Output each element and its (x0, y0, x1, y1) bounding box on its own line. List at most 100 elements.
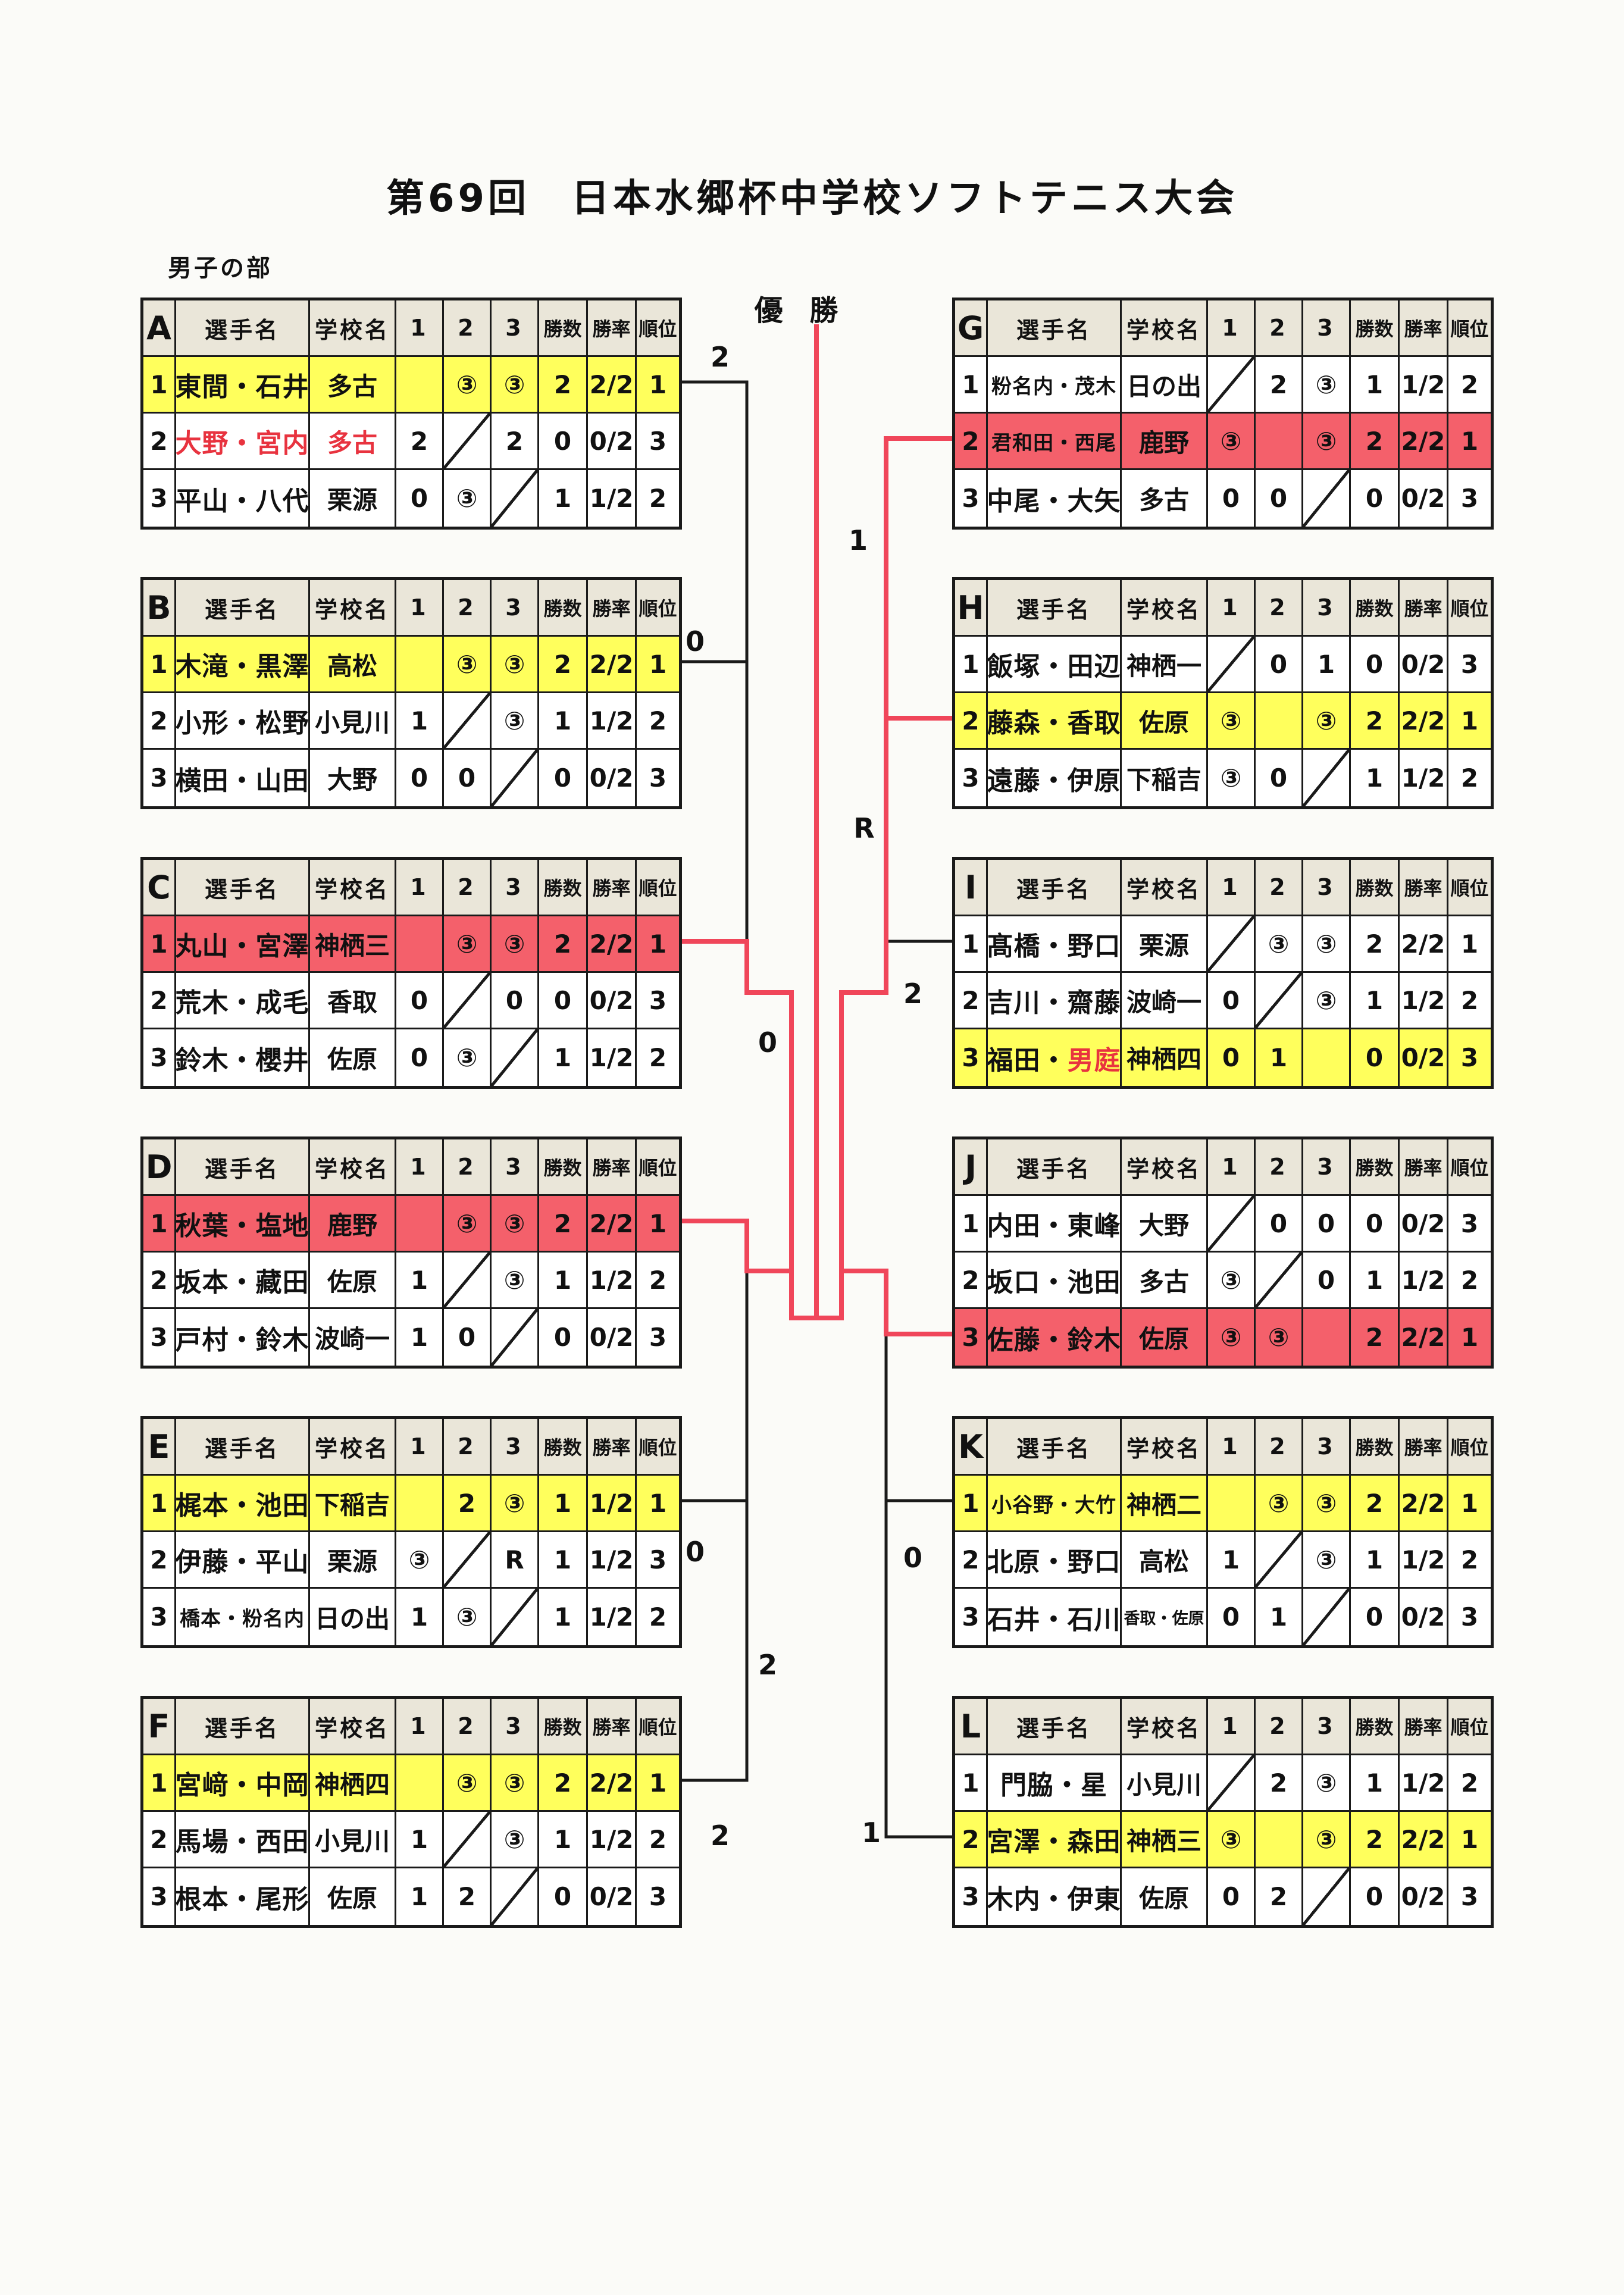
school-name: 栗源 (1122, 916, 1208, 973)
table-row: 3 遠藤・伊原 下稲吉 ③ 0 1 1/2 2 (955, 750, 1491, 806)
match-score-3: ③ (492, 357, 539, 414)
rate-value: 1/2 (1400, 750, 1448, 806)
wins-value: 2 (539, 357, 588, 414)
division-label: 男子の部 (168, 255, 273, 282)
wins-header: 勝数 (539, 1139, 588, 1196)
group-letter: F (143, 1699, 176, 1755)
players-name: 鈴木・櫻井 (176, 1029, 310, 1086)
row-number: 3 (143, 1029, 176, 1086)
table-row: 2 坂口・池田 多古 ③ 0 1 1/2 2 (955, 1253, 1491, 1309)
group-A-table: A 選手名 学校名 1 2 3 勝数 勝率 順位 1 東間・石井 多古 ③ ③ 2 2/2 1 2 大野・宮内 多古 2… (140, 298, 682, 530)
rank-value: 1 (637, 1755, 679, 1812)
rank-value: 2 (649, 484, 667, 513)
rate-value: 2/2 (1400, 1309, 1448, 1366)
group-letter: I (955, 860, 988, 916)
match-score-3: ③ (492, 1812, 539, 1868)
match2-header: 2 (1256, 580, 1303, 637)
match-score-3: ③ (1303, 1755, 1351, 1812)
table-row: 1 粉名内・茂木 日の出 2 ③ 1 1/2 2 (955, 357, 1491, 414)
rank-header: 順位 (637, 580, 679, 637)
players-name-text: 坂口・池田 (988, 1267, 1121, 1298)
match-score-3: R (492, 1532, 539, 1589)
table-row: 2 藤森・香取 佐原 ③ ③ 2 2/2 1 (955, 693, 1491, 750)
group-H-header-row: H 選手名 学校名 1 2 3 勝数 勝率 順位 (955, 580, 1491, 637)
group-G-header-row: G 選手名 学校名 1 2 3 勝数 勝率 順位 (955, 300, 1491, 357)
match-score-2: 0 (444, 750, 492, 806)
group-A-header-row: A 選手名 学校名 1 2 3 勝数 勝率 順位 (143, 300, 679, 357)
wins-value: 2 (539, 1196, 588, 1253)
match-score-1: 0 (1208, 1868, 1256, 1925)
school-name: 多古 (310, 357, 396, 414)
school-name: 日の出 (310, 1589, 396, 1645)
rank-value: 3 (1460, 1602, 1479, 1632)
bracket-score-label: 2 (710, 341, 730, 373)
wins-value: 0 (1351, 1029, 1400, 1086)
match-score-3: ③ (1303, 1476, 1351, 1532)
wins-value: 0 (1351, 1589, 1400, 1645)
group-letter: E (143, 1419, 176, 1476)
rank-value: 1 (637, 916, 679, 973)
players-name: 飯塚・田辺 (988, 637, 1122, 693)
match-score-3 (492, 1029, 539, 1086)
players-header: 選手名 (176, 1699, 310, 1755)
row-number: 1 (143, 1196, 176, 1253)
match2-header: 2 (1256, 1139, 1303, 1196)
match-score-3: ③ (492, 1755, 539, 1812)
rate-value: 2/2 (1400, 414, 1448, 470)
table-row: 3 石井・石川 香取・佐原 0 1 0 0/2 3 (955, 1589, 1491, 1645)
match3-header: 3 (1303, 860, 1351, 916)
row-number: 2 (955, 973, 988, 1029)
rate-value: 2/2 (588, 916, 637, 973)
school-name: 波崎一 (310, 1309, 396, 1366)
players-name-text: 東間・石井 (176, 372, 309, 402)
table-row: 3 橋本・粉名内 日の出 1 ③ 1 1/2 2 (143, 1589, 679, 1645)
match-score-2 (444, 1253, 492, 1309)
match1-header: 1 (1208, 1139, 1256, 1196)
match-score-1: 1 (396, 1253, 444, 1309)
rank-value: 3 (649, 763, 667, 793)
wins-value: 2 (1351, 916, 1400, 973)
match-score-1: ③ (1208, 1812, 1256, 1868)
match2-header: 2 (444, 580, 492, 637)
table-row: 3 中尾・大矢 多古 0 0 0 0/2 3 (955, 470, 1491, 527)
match-score-2 (444, 693, 492, 750)
match-score-1 (1208, 357, 1256, 414)
match-score-3: ③ (1303, 693, 1351, 750)
wins-value: 2 (539, 637, 588, 693)
match-score-3: ③ (1303, 357, 1351, 414)
group-letter: A (143, 300, 176, 357)
rate-header: 勝率 (1400, 580, 1448, 637)
rate-value: 0/2 (588, 414, 637, 470)
group-F-header-row: F 選手名 学校名 1 2 3 勝数 勝率 順位 (143, 1699, 679, 1755)
players-name: 東間・石井 (176, 357, 310, 414)
match2-header: 2 (1256, 300, 1303, 357)
table-row: 1 門脇・星 小見川 2 ③ 1 1/2 2 (955, 1755, 1491, 1812)
players-name-text: 北原・野口 (988, 1547, 1121, 1577)
wins-value: 1 (539, 1476, 588, 1532)
rank-value: 1 (637, 357, 679, 414)
school-name: 神栖一 (1122, 637, 1208, 693)
rank-value: 2 (1448, 973, 1491, 1029)
wins-value: 2 (1351, 414, 1400, 470)
match-score-1: 0 (396, 470, 444, 527)
players-name: 宮﨑・中岡 (176, 1755, 310, 1812)
players-name: 橋本・粉名内 (176, 1589, 310, 1645)
players-name: 髙橋・野口 (988, 916, 1122, 973)
match2-header: 2 (1256, 1699, 1303, 1755)
players-name-text: 馬場・西田 (176, 1827, 309, 1857)
rank-value: 1 (1448, 693, 1491, 750)
players-header: 選手名 (176, 1139, 310, 1196)
wins-value: 1 (539, 1589, 588, 1645)
wins-value: 0 (539, 750, 588, 806)
rank-value: 1 (637, 637, 679, 693)
rank-value: 1 (1448, 1812, 1491, 1868)
school-header: 学校名 (310, 1699, 396, 1755)
wins-value: 2 (1351, 1812, 1400, 1868)
row-number: 1 (143, 637, 176, 693)
match2-header: 2 (1256, 1419, 1303, 1476)
players-header: 選手名 (988, 300, 1122, 357)
players-name-text: 大野・宮内 (176, 428, 309, 459)
group-E-table: E 選手名 学校名 1 2 3 勝数 勝率 順位 1 梶本・池田 下稲吉 2 ③ 1 1/2 1 2 伊藤・平山 栗源… (140, 1416, 682, 1648)
rank-value: 1 (1448, 414, 1491, 470)
match-score-1: 0 (396, 973, 444, 1029)
